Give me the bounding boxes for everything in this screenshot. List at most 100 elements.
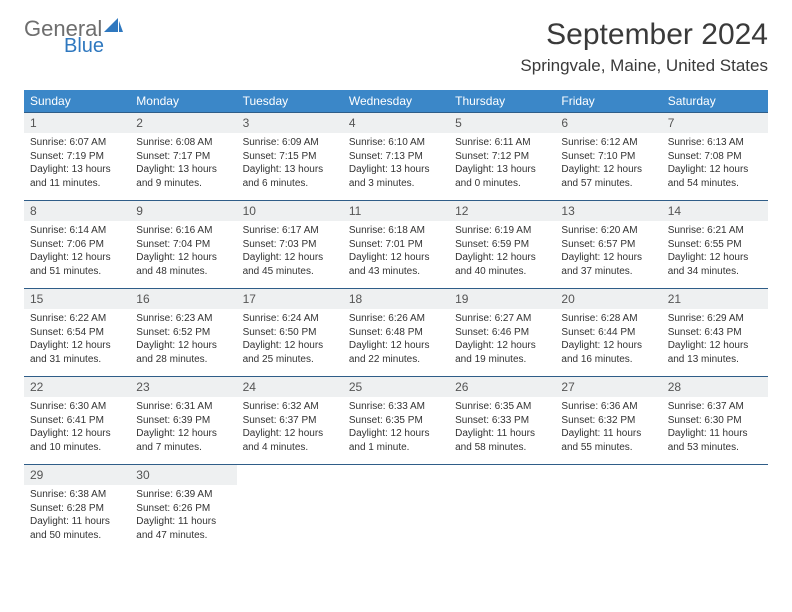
calendar-cell: 18Sunrise: 6:26 AMSunset: 6:48 PMDayligh… — [343, 289, 449, 377]
sunset-line: Sunset: 6:37 PM — [243, 414, 337, 428]
sunrise-line: Sunrise: 6:12 AM — [561, 136, 655, 150]
calendar-cell: 7Sunrise: 6:13 AMSunset: 7:08 PMDaylight… — [662, 113, 768, 201]
day-number: 27 — [555, 377, 661, 397]
weekday-header: Friday — [555, 90, 661, 113]
sunrise-line: Sunrise: 6:16 AM — [136, 224, 230, 238]
weekday-header: Thursday — [449, 90, 555, 113]
day-number: 9 — [130, 201, 236, 221]
sunrise-line: Sunrise: 6:18 AM — [349, 224, 443, 238]
weekday-header-row: Sunday Monday Tuesday Wednesday Thursday… — [24, 90, 768, 113]
daylight-line: Daylight: 12 hours and 25 minutes. — [243, 339, 337, 366]
daylight-line: Daylight: 13 hours and 11 minutes. — [30, 163, 124, 190]
day-number: 7 — [662, 113, 768, 133]
calendar-row: 15 Sunrise: 6:22 AMSunset: 6:54 PM Dayligh… — [24, 289, 768, 377]
day-number: 14 — [662, 201, 768, 221]
day-number: 28 — [662, 377, 768, 397]
header: General Blue September 2024 Springvale, … — [24, 18, 768, 76]
weekday-header: Tuesday — [237, 90, 343, 113]
day-number: 5 — [449, 113, 555, 133]
day-number: 24 — [237, 377, 343, 397]
daylight-line: Daylight: 12 hours and 48 minutes. — [136, 251, 230, 278]
sunset-line: Sunset: 7:03 PM — [243, 238, 337, 252]
daylight-line: Daylight: 12 hours and 22 minutes. — [349, 339, 443, 366]
sunset-line: Sunset: 6:54 PM — [30, 326, 124, 340]
sunset-line: Sunset: 7:19 PM — [30, 150, 124, 164]
day-number: 17 — [237, 289, 343, 309]
sunrise-line: Sunrise: 6:38 AM — [30, 488, 124, 502]
day-number: 15 — [24, 289, 130, 309]
daylight-line: Daylight: 12 hours and 57 minutes. — [561, 163, 655, 190]
sunset-line: Sunset: 6:35 PM — [349, 414, 443, 428]
sunset-line: Sunset: 6:50 PM — [243, 326, 337, 340]
sunrise-line: Sunrise: 6:19 AM — [455, 224, 549, 238]
sunrise-line: Sunrise: 6:27 AM — [455, 312, 549, 326]
day-number: 23 — [130, 377, 236, 397]
sunset-line: Sunset: 6:48 PM — [349, 326, 443, 340]
day-number: 11 — [343, 201, 449, 221]
sunrise-line: Sunrise: 6:35 AM — [455, 400, 549, 414]
calendar-cell: 21Sunrise: 6:29 AMSunset: 6:43 PMDayligh… — [662, 289, 768, 377]
calendar-cell: 25 Sunrise: 6:33 AMSunset: 6:35 PMDayligh… — [343, 377, 449, 465]
daylight-line: Daylight: 13 hours and 3 minutes. — [349, 163, 443, 190]
sunrise-line: Sunrise: 6:22 AM — [30, 312, 124, 326]
daylight-line: Daylight: 12 hours and 13 minutes. — [668, 339, 762, 366]
sunset-line: Sunset: 7:15 PM — [243, 150, 337, 164]
calendar-cell: 24Sunrise: 6:32 AMSunset: 6:37 PMDayligh… — [237, 377, 343, 465]
sunrise-line: Sunrise: 6:33 AM — [349, 400, 443, 414]
sunrise-line: Sunrise: 6:24 AM — [243, 312, 337, 326]
day-number: 4 — [343, 113, 449, 133]
daylight-line: Daylight: 12 hours and 45 minutes. — [243, 251, 337, 278]
day-number: 1 — [24, 113, 130, 133]
calendar-cell — [343, 465, 449, 553]
sunset-line: Sunset: 7:12 PM — [455, 150, 549, 164]
sunset-line: Sunset: 6:30 PM — [668, 414, 762, 428]
daylight-line: Daylight: 13 hours and 6 minutes. — [243, 163, 337, 190]
sunset-line: Sunset: 6:52 PM — [136, 326, 230, 340]
day-number: 2 — [130, 113, 236, 133]
calendar-cell: 1Sunrise: 6:07 AMSunset: 7:19 PMDaylight… — [24, 113, 130, 201]
logo: General Blue — [24, 18, 124, 56]
sunset-line: Sunset: 6:41 PM — [30, 414, 124, 428]
weekday-header: Sunday — [24, 90, 130, 113]
calendar-body: 1Sunrise: 6:07 AMSunset: 7:19 PMDaylight… — [24, 113, 768, 553]
daylight-line: Daylight: 11 hours and 53 minutes. — [668, 427, 762, 454]
sunset-line: Sunset: 6:43 PM — [668, 326, 762, 340]
day-number: 8 — [24, 201, 130, 221]
calendar-cell — [449, 465, 555, 553]
sunrise-line: Sunrise: 6:17 AM — [243, 224, 337, 238]
sunset-line: Sunset: 7:01 PM — [349, 238, 443, 252]
sunset-line: Sunset: 6:26 PM — [136, 502, 230, 516]
daylight-line: Daylight: 12 hours and 40 minutes. — [455, 251, 549, 278]
page-title: September 2024 — [520, 18, 768, 52]
calendar-cell: 29Sunrise: 6:38 AMSunset: 6:28 PMDayligh… — [24, 465, 130, 553]
sunrise-line: Sunrise: 6:13 AM — [668, 136, 762, 150]
sunrise-line: Sunrise: 6:39 AM — [136, 488, 230, 502]
logo-text-blue: Blue — [64, 36, 124, 56]
calendar-cell: 20Sunrise: 6:28 AMSunset: 6:44 PMDayligh… — [555, 289, 661, 377]
calendar-cell: 9Sunrise: 6:16 AMSunset: 7:04 PMDaylight… — [130, 201, 236, 289]
daylight-line: Daylight: 12 hours and 34 minutes. — [668, 251, 762, 278]
sunset-line: Sunset: 6:57 PM — [561, 238, 655, 252]
daylight-line: Daylight: 12 hours and 4 minutes. — [243, 427, 337, 454]
sunrise-line: Sunrise: 6:20 AM — [561, 224, 655, 238]
sunrise-line: Sunrise: 6:09 AM — [243, 136, 337, 150]
sunset-line: Sunset: 6:39 PM — [136, 414, 230, 428]
daylight-line: Daylight: 12 hours and 1 minute. — [349, 427, 443, 454]
sunset-line: Sunset: 6:33 PM — [455, 414, 549, 428]
day-number: 19 — [449, 289, 555, 309]
daylight-line: Daylight: 12 hours and 10 minutes. — [30, 427, 124, 454]
calendar-cell — [662, 465, 768, 553]
calendar-cell: 3Sunrise: 6:09 AMSunset: 7:15 PMDaylight… — [237, 113, 343, 201]
calendar-cell: 23Sunrise: 6:31 AMSunset: 6:39 PMDayligh… — [130, 377, 236, 465]
calendar-cell: 14Sunrise: 6:21 AMSunset: 6:55 PMDayligh… — [662, 201, 768, 289]
day-number: 22 — [24, 377, 130, 397]
calendar-cell: 22Sunrise: 6:30 AMSunset: 6:41 PMDayligh… — [24, 377, 130, 465]
weekday-header: Saturday — [662, 90, 768, 113]
day-number: 25 — [343, 377, 449, 397]
sunset-line: Sunset: 6:55 PM — [668, 238, 762, 252]
calendar-row: 1Sunrise: 6:07 AMSunset: 7:19 PMDaylight… — [24, 113, 768, 201]
sunrise-line: Sunrise: 6:14 AM — [30, 224, 124, 238]
day-number: 20 — [555, 289, 661, 309]
location: Springvale, Maine, United States — [520, 56, 768, 76]
daylight-line: Daylight: 12 hours and 16 minutes. — [561, 339, 655, 366]
